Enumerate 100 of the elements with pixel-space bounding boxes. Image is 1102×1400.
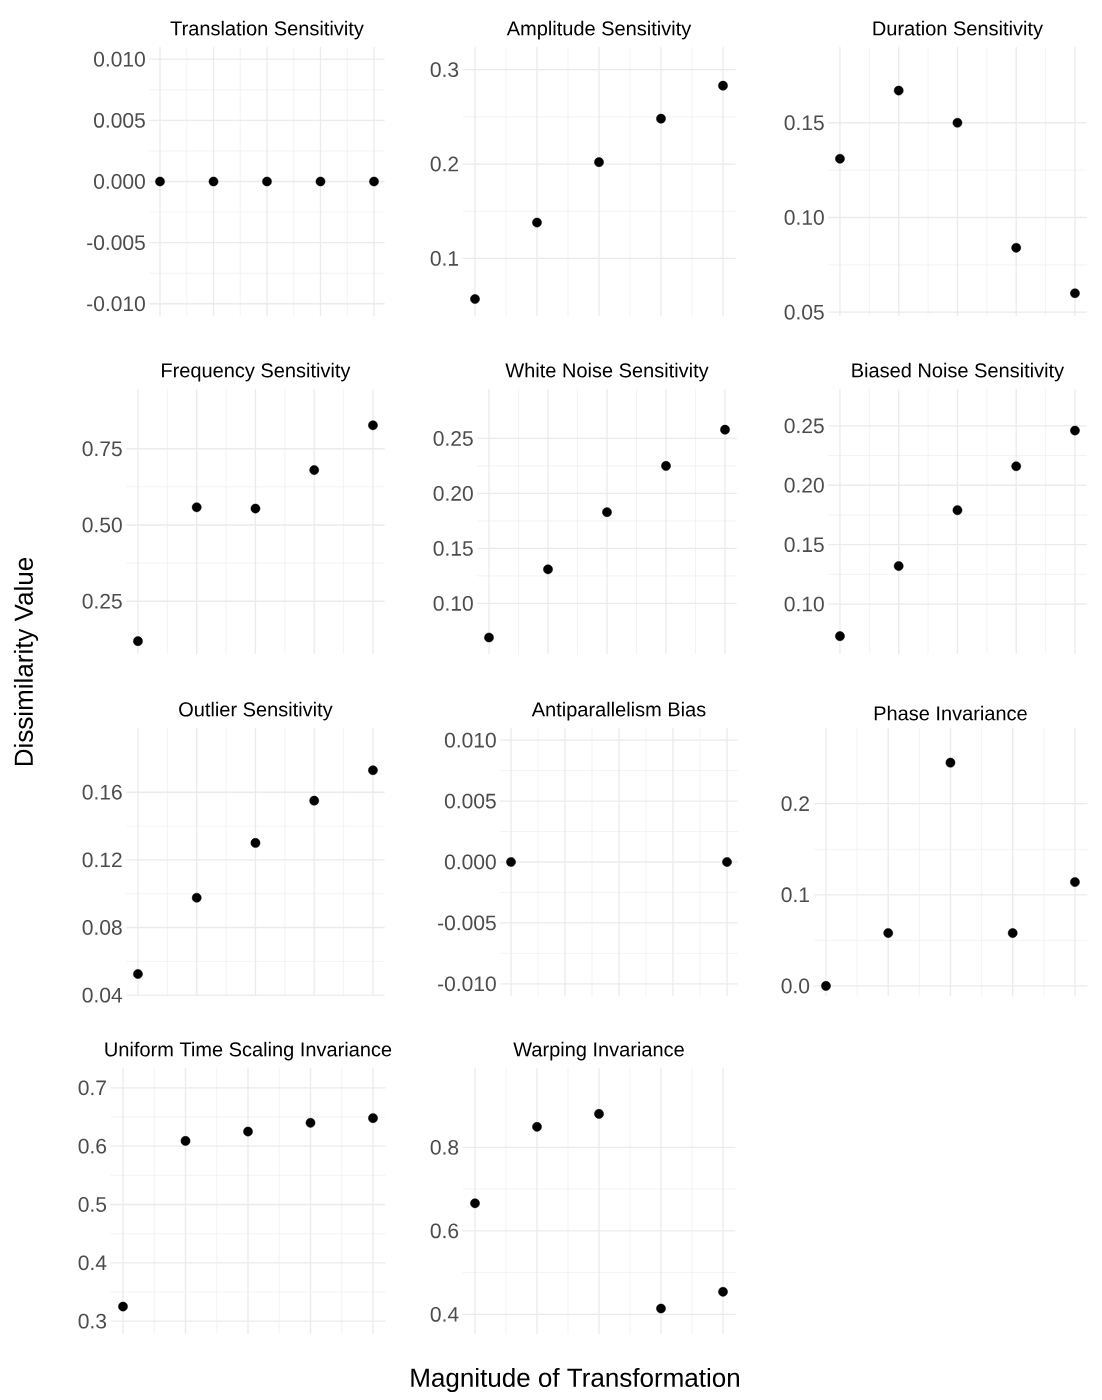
chart-title: Translation Sensitivity: [170, 20, 364, 40]
point: [720, 424, 730, 435]
y-axis-title: Dissimilarity Value: [13, 557, 39, 766]
point: [893, 561, 904, 571]
y-tick-label: 0.4: [430, 1306, 459, 1322]
y-tick-label: 0.10: [784, 596, 824, 612]
chart-title: Frequency Sensitivity: [162, 362, 351, 382]
y-tick-label: 0.12: [82, 852, 122, 868]
chart-title: Uniform Time Scaling Invariance: [105, 1041, 392, 1061]
y-tick-label: 0.010: [444, 732, 496, 748]
point: [656, 113, 666, 124]
point: [250, 838, 261, 848]
y-tick-label: 0.16: [82, 784, 122, 800]
chart-title: Amplitude Sensitivity: [506, 20, 692, 40]
point: [945, 757, 956, 768]
point: [835, 153, 845, 164]
y-tick-label: 0.08: [82, 920, 122, 935]
y-tick-label: 0.7: [78, 1080, 106, 1096]
point: [250, 503, 261, 514]
y-tick-label: 0.15: [784, 115, 824, 131]
point: [133, 969, 143, 979]
point: [883, 928, 893, 938]
y-tick-label: -0.010: [438, 976, 496, 992]
y-tick-label: 0.4: [78, 1255, 107, 1271]
point: [835, 631, 845, 641]
point: [133, 636, 143, 646]
chart-title: Duration Sensitivity: [873, 20, 1043, 40]
point: [661, 461, 671, 471]
y-tick-label: 0.2: [430, 156, 459, 172]
point: [602, 507, 612, 517]
y-tick-label: -0.010: [87, 296, 145, 312]
y-tick-label: 0.6: [430, 1223, 459, 1239]
point: [470, 1198, 480, 1209]
y-tick-label: 0.5: [78, 1197, 107, 1212]
point: [180, 1136, 191, 1146]
point: [718, 1287, 728, 1297]
y-tick-label: 0.8: [430, 1139, 459, 1155]
y-tick-label: 0.10: [784, 210, 824, 225]
y-tick-label: 0.05: [784, 304, 824, 320]
y-tick-label: 0.20: [433, 486, 473, 501]
y-tick-label: 0.005: [94, 112, 145, 128]
y-tick-label: 0.15: [784, 537, 824, 553]
point: [1011, 461, 1021, 472]
y-tick-label: 0.2: [781, 796, 809, 812]
y-tick-label: 0.75: [82, 441, 122, 457]
point: [368, 765, 378, 776]
point: [718, 80, 728, 91]
point: [1011, 242, 1021, 253]
y-tick-label: 0.010: [94, 51, 145, 67]
point: [532, 1122, 542, 1132]
y-tick-label: 0.3: [430, 62, 459, 78]
chart-title: White Noise Sensitivity: [505, 362, 709, 382]
point: [952, 505, 963, 515]
point: [1007, 928, 1018, 938]
point: [1070, 425, 1080, 436]
y-tick-label: 0.1: [430, 250, 459, 266]
point: [118, 1301, 128, 1312]
point: [484, 632, 494, 643]
y-tick-label: 0.0: [781, 978, 810, 994]
chart-title: Warping Invariance: [513, 1041, 684, 1061]
point: [368, 420, 378, 431]
y-tick-label: 0.20: [784, 477, 824, 493]
y-tick-label: 0.6: [78, 1138, 107, 1154]
y-tick-label: 0.25: [784, 418, 824, 434]
point: [470, 294, 480, 304]
y-tick-label: 0.000: [94, 174, 145, 189]
y-tick-label: 0.10: [433, 595, 473, 611]
y-tick-label: 0.1: [781, 887, 809, 903]
point: [243, 1126, 253, 1137]
point: [532, 217, 542, 228]
point: [368, 1113, 378, 1123]
x-axis-title: Magnitude of Transformation: [411, 1367, 739, 1393]
y-tick-label: -0.005: [438, 915, 496, 931]
point: [191, 892, 202, 903]
point: [191, 502, 202, 513]
y-tick-label: 0.25: [82, 593, 122, 609]
point: [893, 85, 904, 96]
point: [309, 465, 319, 475]
y-tick-label: 0.15: [433, 541, 473, 556]
point: [656, 1303, 666, 1314]
point: [309, 795, 319, 806]
chart-title: Phase Invariance: [874, 705, 1027, 721]
point: [1070, 877, 1080, 887]
y-tick-label: 0.50: [82, 517, 122, 533]
point: [952, 117, 963, 128]
point: [305, 1118, 316, 1128]
point: [821, 981, 831, 991]
y-tick-label: 0.005: [444, 793, 496, 809]
y-tick-label: 0.3: [78, 1313, 107, 1329]
point: [1070, 288, 1080, 299]
point: [594, 157, 604, 167]
point: [594, 1109, 604, 1119]
chart-title: Biased Noise Sensitivity: [852, 362, 1065, 382]
chart-title: Antiparallelism Bias: [531, 701, 706, 721]
point: [543, 564, 553, 575]
y-tick-label: 0.25: [433, 431, 473, 446]
y-tick-label: 0.04: [82, 987, 123, 1003]
y-tick-label: -0.005: [87, 235, 145, 251]
y-tick-label: 0.000: [444, 854, 496, 870]
chart-title: Outlier Sensitivity: [179, 701, 333, 721]
